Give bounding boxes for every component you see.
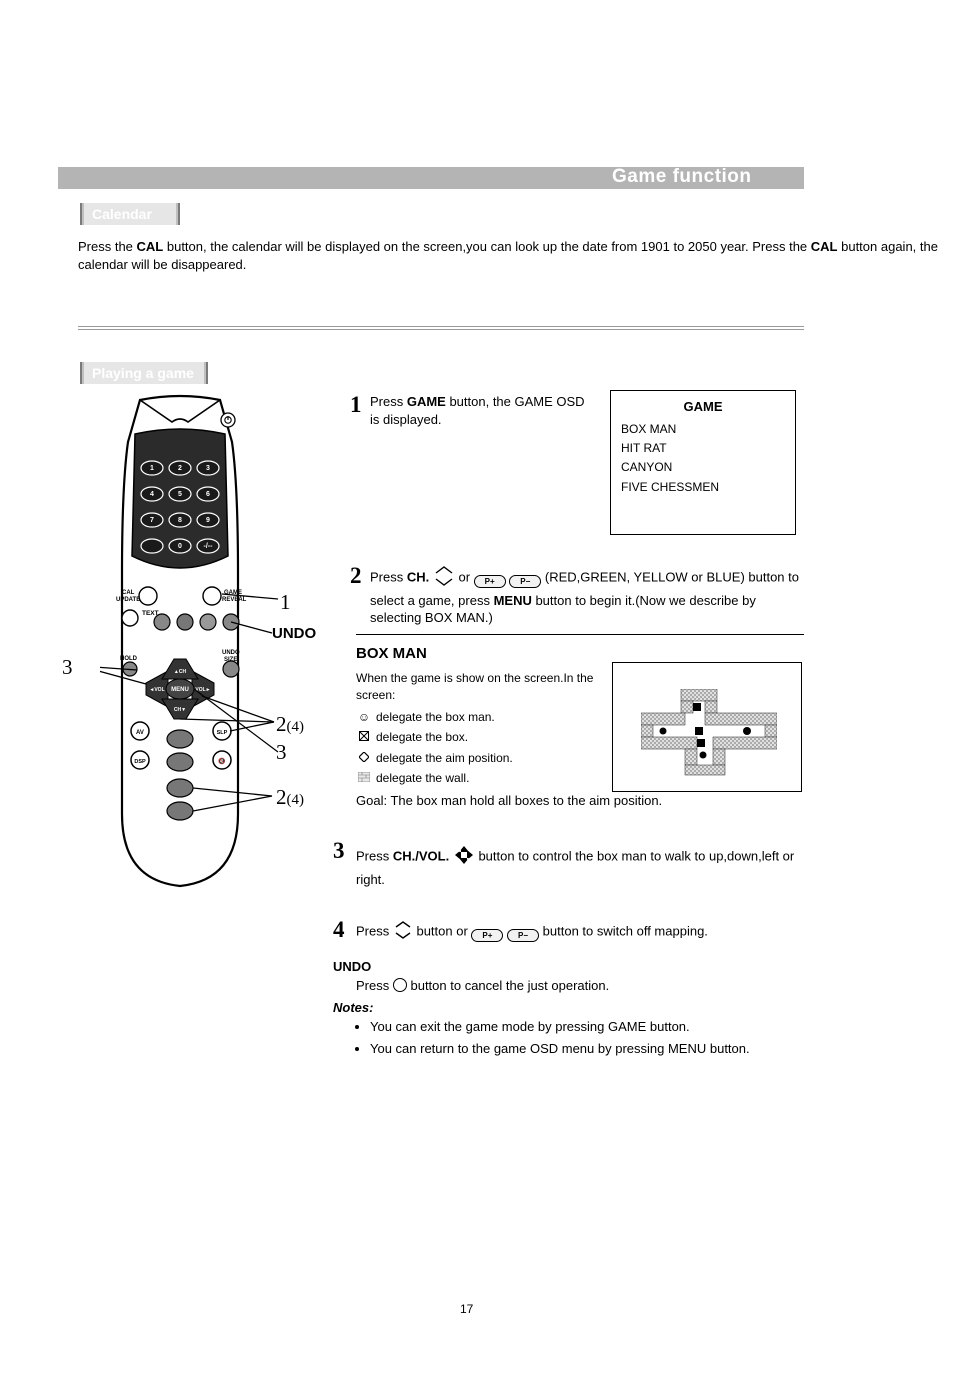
smiley-icon: ☺ bbox=[356, 709, 372, 726]
undo-label: UNDO bbox=[333, 959, 371, 974]
callout-undo: UNDO bbox=[272, 625, 316, 642]
divider-double bbox=[78, 326, 804, 330]
svg-text:CH▼: CH▼ bbox=[174, 707, 186, 713]
ch-buttons-icon-2 bbox=[393, 920, 413, 945]
svg-text:CAL: CAL bbox=[122, 590, 135, 596]
svg-text:MENU: MENU bbox=[171, 687, 189, 693]
svg-text:SLP: SLP bbox=[217, 730, 228, 736]
svg-text:▲CH: ▲CH bbox=[174, 669, 187, 675]
step-2-number: 2 bbox=[350, 563, 362, 589]
boxman-map-icon bbox=[641, 689, 777, 779]
legend-box: delegate the box. bbox=[356, 729, 606, 746]
svg-text:REVEAL: REVEAL bbox=[222, 597, 247, 603]
undo-body: Press button to cancel the just operatio… bbox=[356, 977, 804, 995]
p-minus-button-icon-2: P− bbox=[507, 929, 539, 942]
arrow-cross-icon bbox=[453, 844, 475, 871]
page-title: Game function bbox=[612, 166, 752, 188]
svg-text:◄VOL: ◄VOL bbox=[149, 687, 164, 693]
svg-text:AV: AV bbox=[136, 730, 144, 736]
callout-2b: 2(4) bbox=[276, 785, 304, 810]
step-1-number: 1 bbox=[350, 392, 362, 418]
game-osd-box: GAME BOX MAN HIT RAT CANYON FIVE CHESSME… bbox=[610, 390, 796, 535]
game-item-canyon: CANYON bbox=[621, 458, 785, 477]
legend-aim: delegate the aim position. bbox=[356, 750, 606, 767]
step-2-body: Press CH. or P+ P− (RED,GREEN, YELLOW or… bbox=[370, 565, 800, 627]
svg-text:8: 8 bbox=[178, 517, 182, 524]
undo-button-icon bbox=[393, 978, 407, 992]
game-item-fivechess: FIVE CHESSMEN bbox=[621, 478, 785, 497]
wall-icon bbox=[356, 770, 372, 787]
remote-diagram: 123 456 789 0-/-- CAL UPDATE GAME REVEAL… bbox=[100, 394, 340, 914]
boxman-screen-box: Step 0 Box Man Map 5 00:26 bbox=[612, 662, 802, 792]
subhead-playing-game: Playing a game bbox=[80, 362, 220, 386]
step-3-number: 3 bbox=[333, 838, 345, 864]
callout-2a: 2(4) bbox=[276, 712, 304, 737]
boxman-description: When the game is show on the screen.In t… bbox=[356, 670, 606, 790]
svg-text:UPDATE: UPDATE bbox=[116, 597, 140, 603]
svg-text:-/--: -/-- bbox=[204, 543, 214, 550]
svg-text:DSP: DSP bbox=[134, 759, 146, 765]
subhead-calendar: Calendar bbox=[80, 203, 190, 227]
subhead-playing-game-label: Playing a game bbox=[92, 365, 194, 381]
legend-man: ☺ delegate the box man. bbox=[356, 709, 606, 726]
aim-icon bbox=[356, 750, 372, 767]
svg-text:🔇: 🔇 bbox=[218, 757, 226, 765]
step-4-number: 4 bbox=[333, 917, 345, 943]
svg-text:3: 3 bbox=[206, 465, 210, 472]
note-item-2: You can return to the game OSD menu by p… bbox=[370, 1040, 804, 1058]
svg-text:HOLD: HOLD bbox=[120, 656, 138, 662]
callout-1: 1 bbox=[280, 590, 291, 615]
step-4-body: Press button or P+ P− button to switch o… bbox=[356, 920, 804, 945]
calendar-description: Press the CAL button, the calendar will … bbox=[78, 238, 954, 273]
subhead-calendar-label: Calendar bbox=[92, 206, 152, 222]
svg-text:0: 0 bbox=[178, 543, 182, 550]
notes-label: Notes: bbox=[333, 1000, 373, 1015]
divider-single bbox=[356, 634, 804, 635]
game-item-boxman: BOX MAN bbox=[621, 420, 785, 439]
boxman-goal: Goal: The box man hold all boxes to the … bbox=[356, 792, 804, 810]
legend-wall: delegate the wall. bbox=[356, 770, 606, 787]
p-minus-button-icon: P− bbox=[509, 575, 541, 588]
callout-3-left: 3 bbox=[62, 655, 73, 680]
svg-text:9: 9 bbox=[206, 517, 210, 524]
svg-text:5: 5 bbox=[178, 491, 182, 498]
svg-text:7: 7 bbox=[150, 517, 154, 524]
step-1-body: Press GAME button, the GAME OSD is displ… bbox=[370, 393, 595, 428]
notes-list: You can exit the game mode by pressing G… bbox=[356, 1018, 804, 1061]
box-icon bbox=[356, 729, 372, 746]
svg-text:4: 4 bbox=[150, 491, 154, 498]
game-osd-title: GAME bbox=[621, 399, 785, 414]
svg-text:6: 6 bbox=[206, 491, 210, 498]
note-item-1: You can exit the game mode by pressing G… bbox=[370, 1018, 804, 1036]
p-plus-button-icon-2: P+ bbox=[471, 929, 503, 942]
callout-3-right: 3 bbox=[276, 740, 287, 765]
boxman-title: BOX MAN bbox=[356, 645, 427, 662]
ch-buttons-icon bbox=[433, 565, 455, 592]
boxman-desc-intro: When the game is show on the screen.In t… bbox=[356, 670, 606, 705]
page-number: 17 bbox=[460, 1302, 473, 1316]
p-plus-button-icon: P+ bbox=[474, 575, 506, 588]
game-item-hitrat: HIT RAT bbox=[621, 439, 785, 458]
svg-text:2: 2 bbox=[178, 465, 182, 472]
svg-text:1: 1 bbox=[150, 465, 154, 472]
svg-text:UNDO: UNDO bbox=[222, 650, 240, 656]
step-3-body: Press CH./VOL. button to control the box… bbox=[356, 844, 804, 888]
